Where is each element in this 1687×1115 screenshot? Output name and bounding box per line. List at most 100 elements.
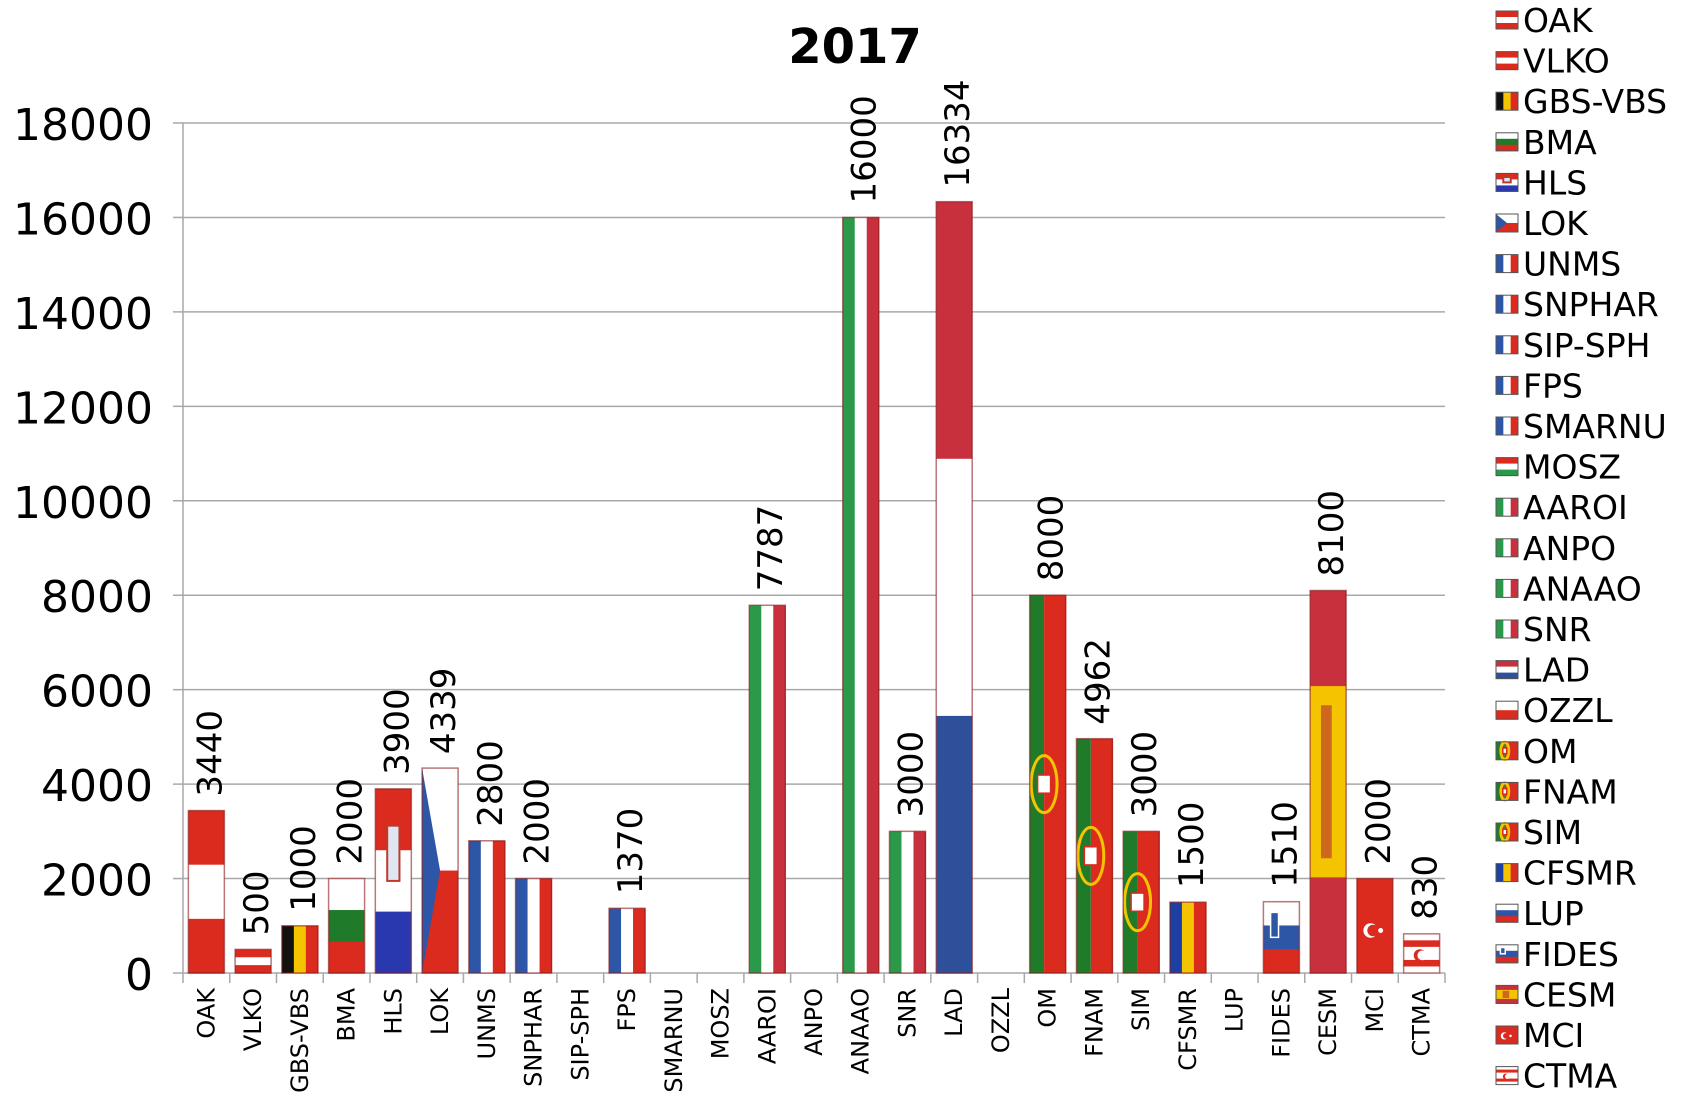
flag-stripe xyxy=(1496,295,1504,314)
flag-stripe xyxy=(1496,335,1504,354)
flag-stripe xyxy=(1496,469,1518,477)
flag-stripe xyxy=(1496,214,1518,224)
bar-outline xyxy=(187,809,226,974)
bar-vlko xyxy=(234,948,272,974)
flag-stripe xyxy=(1496,92,1504,111)
legend-label: MCI xyxy=(1523,1016,1584,1055)
x-tick-label: SIM xyxy=(1127,988,1155,1031)
x-tick-label: CTMA xyxy=(1408,987,1436,1056)
flag-stripe xyxy=(1496,660,1518,668)
legend-item: ANPO xyxy=(1495,529,1616,568)
flag-stripe xyxy=(188,864,225,920)
legend-icon-border xyxy=(1495,1066,1519,1086)
flag-portugal-icon xyxy=(1495,740,1519,762)
data-label: 2000 xyxy=(1359,778,1399,865)
flag-stripe xyxy=(1403,933,1440,941)
coat-of-arms xyxy=(1499,946,1506,955)
y-tick-label: 14000 xyxy=(13,289,153,340)
flag-stripe xyxy=(1044,595,1067,973)
legend-item: LAD xyxy=(1495,651,1590,690)
x-tick-label: OM xyxy=(1034,988,1062,1028)
coat-of-arms xyxy=(1130,892,1145,912)
flag-stripe xyxy=(1496,144,1518,152)
legend-label: LAD xyxy=(1523,651,1590,690)
legend-icon-border xyxy=(1495,213,1519,233)
bar-fps xyxy=(608,907,646,974)
x-tick-label: FPS xyxy=(613,988,641,1032)
bar-outline xyxy=(841,216,880,974)
flag-stripe xyxy=(936,201,973,460)
bar-oak xyxy=(187,809,226,974)
coat-of-arms xyxy=(1502,828,1508,836)
legend-item: SNR xyxy=(1495,610,1592,649)
legend-icon-border xyxy=(1495,91,1519,111)
flag-stripe xyxy=(1503,538,1512,557)
flag-portugal-icon xyxy=(1495,821,1519,843)
flag-stripe xyxy=(235,957,272,966)
data-label: 2000 xyxy=(331,778,371,865)
bar-anaao xyxy=(841,216,880,974)
flag-italy-icon xyxy=(1495,538,1519,558)
flag-stripe xyxy=(1496,11,1518,18)
coat-of-arms xyxy=(1502,747,1508,755)
legend-item: OAK xyxy=(1495,1,1594,40)
flag-stripe xyxy=(1510,498,1519,517)
legend-icon-border xyxy=(1495,10,1519,30)
legend-icon-border xyxy=(1495,335,1519,355)
flag-slovakia-icon xyxy=(1495,903,1519,923)
bar-outline xyxy=(608,907,646,974)
legend-item: MOSZ xyxy=(1495,448,1621,487)
flag-netherlands-icon xyxy=(1495,660,1519,680)
chart-title: 2017 xyxy=(788,19,922,75)
x-tick-label: ANPO xyxy=(800,988,828,1056)
y-tick-label: 4000 xyxy=(41,761,153,812)
bar-lad xyxy=(935,200,973,974)
flag-cyprus-north-icon xyxy=(1495,1066,1519,1086)
legend-label: LOK xyxy=(1523,204,1589,243)
data-label: 3000 xyxy=(891,731,931,818)
legend-icon-border xyxy=(1495,538,1519,558)
data-label: 1510 xyxy=(1265,801,1305,888)
flag-stripe xyxy=(609,908,622,973)
legend-label: CTMA xyxy=(1523,1057,1618,1096)
flag-stripe xyxy=(1496,1066,1518,1071)
bar-outline xyxy=(1309,589,1347,974)
coat-of-arms xyxy=(386,824,401,882)
x-tick-label: MCI xyxy=(1361,988,1389,1033)
legend-icon-border xyxy=(1495,578,1519,598)
flag-stripe xyxy=(328,941,365,974)
legend-icon-border xyxy=(1495,822,1519,842)
flag-stripe xyxy=(1503,92,1512,111)
gridlines xyxy=(183,122,1445,880)
y-tick-label: 16000 xyxy=(13,194,153,245)
flag-stripe xyxy=(1510,538,1519,557)
flag-stripe xyxy=(1510,417,1519,435)
bar-outline xyxy=(888,830,927,974)
data-label: 2000 xyxy=(518,778,558,865)
data-label: 830 xyxy=(1406,855,1446,920)
legend-item: SIP-SPH xyxy=(1495,326,1650,365)
flag-stripe xyxy=(1510,92,1519,111)
legend-icon-border xyxy=(1495,416,1519,436)
legend-label: ANPO xyxy=(1523,529,1616,568)
flag-czech-icon xyxy=(1495,213,1519,233)
y-tick-label: 6000 xyxy=(41,667,153,718)
flag-stripe xyxy=(1496,916,1518,923)
bar-outline xyxy=(421,767,459,974)
flag-stripe xyxy=(1403,959,1440,967)
flag-stripe xyxy=(621,908,634,973)
legend-label: LUP xyxy=(1523,894,1584,933)
legend-item: HLS xyxy=(1495,163,1587,202)
bar-hls xyxy=(374,788,413,974)
bar-bma xyxy=(327,877,366,974)
flag-stripe xyxy=(1503,863,1512,882)
flag-stripe xyxy=(1169,902,1183,973)
flag-stripe xyxy=(1496,672,1518,680)
bar-sim xyxy=(1122,830,1160,974)
flag-stripe xyxy=(1496,132,1518,140)
flag-stripe xyxy=(1496,57,1518,65)
legend-label: MOSZ xyxy=(1523,448,1621,487)
flag-stripe xyxy=(188,918,225,974)
coat-of-arms xyxy=(1269,911,1280,939)
